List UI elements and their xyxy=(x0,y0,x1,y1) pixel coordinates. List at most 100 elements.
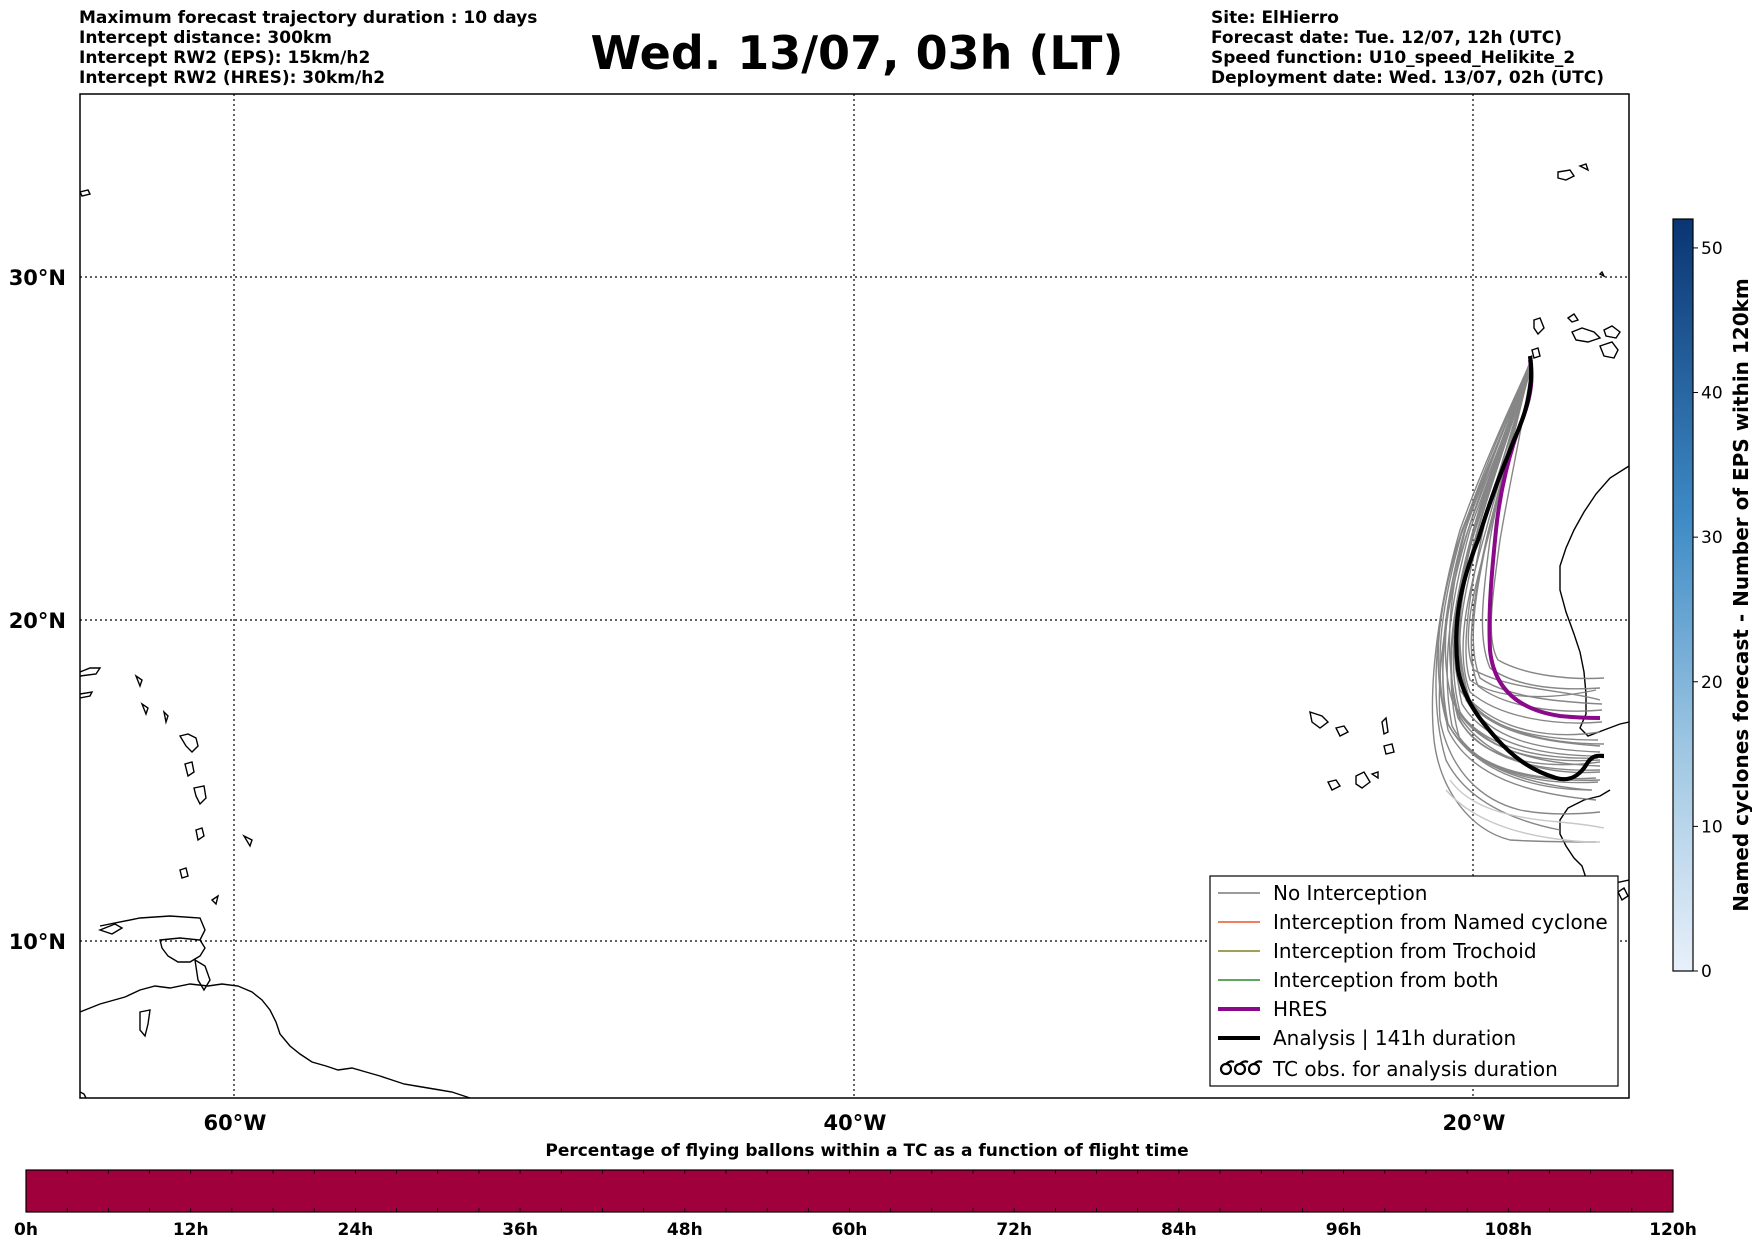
island xyxy=(179,867,189,879)
time-bar-tick-label: 12h xyxy=(173,1220,209,1240)
trajectory-line xyxy=(1462,359,1603,724)
header-right-line: Forecast date: Tue. 12/07, 12h (UTC) xyxy=(1211,28,1562,48)
trajectory-line xyxy=(1490,363,1605,680)
island xyxy=(195,827,205,842)
time-bar-tick-label: 24h xyxy=(338,1220,374,1240)
south-america-coast xyxy=(80,983,471,1098)
island xyxy=(162,709,169,725)
island xyxy=(194,958,211,992)
africa-coast xyxy=(1559,465,1629,737)
eps-trajectories xyxy=(1431,354,1605,843)
header-left-info: Maximum forecast trajectory duration : 1… xyxy=(79,8,537,88)
island-fuerteventura xyxy=(1599,341,1619,359)
colorbar-tick-label: 50 xyxy=(1701,239,1723,259)
time-bar-title: Percentage of flying ballons within a TC… xyxy=(545,1141,1188,1161)
island xyxy=(184,761,195,778)
time-bar-tick-label: 96h xyxy=(1326,1220,1362,1240)
trajectory-line xyxy=(1472,355,1603,705)
island xyxy=(1598,270,1606,278)
legend: No Interception Interception from Named … xyxy=(1209,875,1619,1087)
colorbar-gradient xyxy=(1672,218,1694,972)
island xyxy=(1334,725,1350,737)
time-bar-ticks: 0h 12h 24h 36h 48h 60h 72h 84h 96h 108h 120h xyxy=(14,1220,1697,1240)
colorbar-tick-label: 30 xyxy=(1701,528,1723,548)
legend-label: TC obs. for analysis duration xyxy=(1272,1057,1558,1081)
island-santiago xyxy=(1355,771,1371,789)
island-tenerife xyxy=(1571,327,1602,343)
header-left-line: Intercept distance: 300km xyxy=(79,28,332,48)
time-bar-tick-label: 60h xyxy=(832,1220,868,1240)
trajectory-line xyxy=(1435,359,1561,831)
island-guadeloupe xyxy=(178,733,199,753)
time-bar-fill xyxy=(25,1169,1674,1213)
trajectory-line xyxy=(1431,359,1597,843)
time-bar-tick-label: 72h xyxy=(996,1220,1032,1240)
legend-label: Interception from Trochoid xyxy=(1273,939,1537,963)
lat-label-30n: 30°N xyxy=(9,266,66,290)
legend-label: Interception from both xyxy=(1273,968,1499,992)
time-bar-tick-label: 120h xyxy=(1649,1220,1697,1240)
legend-label: Interception from Named cyclone xyxy=(1273,910,1608,934)
island xyxy=(210,894,220,906)
island xyxy=(97,923,124,935)
island-sal xyxy=(1381,716,1389,736)
trajectory-line xyxy=(1445,789,1601,843)
legend-label: No Interception xyxy=(1273,881,1427,905)
time-bar-minor-ticks xyxy=(25,1170,1674,1212)
island-santo-antao xyxy=(1309,710,1330,729)
main-title: Wed. 13/07, 03h (LT) xyxy=(590,26,1124,80)
header-right-line: Site: ElHierro xyxy=(1211,8,1339,28)
lat-label-10n: 10°N xyxy=(9,930,66,954)
trajectory-line xyxy=(1465,357,1597,698)
time-bar-tick-label: 108h xyxy=(1485,1220,1533,1240)
time-bar-tick-label: 36h xyxy=(502,1220,538,1240)
island-fogo xyxy=(1326,779,1342,791)
trajectory-line xyxy=(1449,779,1605,829)
island-bermuda xyxy=(80,189,92,197)
header-left-line: Intercept RW2 (EPS): 15km/h2 xyxy=(79,48,371,68)
trinidad-island xyxy=(159,937,206,963)
legend-label: HRES xyxy=(1273,997,1327,1021)
island xyxy=(1578,163,1590,172)
island-el-hierro xyxy=(1531,347,1541,359)
legend-box xyxy=(1209,875,1619,1087)
header-left-line: Intercept RW2 (HRES): 30km/h2 xyxy=(79,68,386,88)
header-right-info: Site: ElHierro Forecast date: Tue. 12/07… xyxy=(1211,8,1604,88)
colorbar-tick-label: 0 xyxy=(1701,962,1712,982)
time-bar-tick-label: 84h xyxy=(1161,1220,1197,1240)
lon-label-20w: 20°W xyxy=(1443,1111,1506,1135)
lon-label-60w: 60°W xyxy=(204,1111,267,1135)
island-la-gomera xyxy=(1566,313,1580,323)
trajectory-line xyxy=(1450,361,1601,771)
time-bar: Percentage of flying ballons within a TC… xyxy=(14,1141,1697,1240)
main-title-container: Wed. 13/07, 03h (LT) xyxy=(0,26,1752,80)
island-martinique xyxy=(193,785,207,806)
header-right-line: Speed function: U10_speed_Helikite_2 xyxy=(1211,48,1576,68)
island-la-palma xyxy=(1533,317,1545,336)
island-barbados xyxy=(242,834,253,848)
colorbar: 0 10 20 30 40 50 Named cyclones forecast - Nu… xyxy=(1672,218,1752,982)
island-maio xyxy=(1370,771,1379,780)
island-gran-canaria xyxy=(1603,325,1621,339)
island-madeira xyxy=(1557,169,1576,181)
venezuela-coast-north xyxy=(99,915,206,941)
island xyxy=(140,702,149,717)
island-boa-vista xyxy=(1383,743,1395,755)
legend-label: Analysis | 141h duration xyxy=(1273,1026,1516,1050)
south-america-corner xyxy=(80,1091,87,1098)
faint-trajectories xyxy=(1445,779,1605,843)
lat-label-20n: 20°N xyxy=(9,609,66,633)
island-bijagos xyxy=(1617,886,1629,902)
trajectory-line xyxy=(1439,357,1591,791)
colorbar-tick-label: 10 xyxy=(1701,817,1723,837)
island xyxy=(134,674,143,689)
time-bar-tick-label: 0h xyxy=(14,1220,38,1240)
colorbar-label: Named cyclones forecast - Number of EPS … xyxy=(1729,278,1752,912)
colorbar-ticks: 0 10 20 30 40 50 xyxy=(1693,239,1723,982)
colorbar-tick-label: 40 xyxy=(1701,384,1723,404)
analysis-trajectory xyxy=(1454,355,1605,782)
island-virgin xyxy=(80,667,102,677)
time-bar-tick-label: 48h xyxy=(667,1220,703,1240)
header-left-line: Maximum forecast trajectory duration : 1… xyxy=(79,8,538,28)
